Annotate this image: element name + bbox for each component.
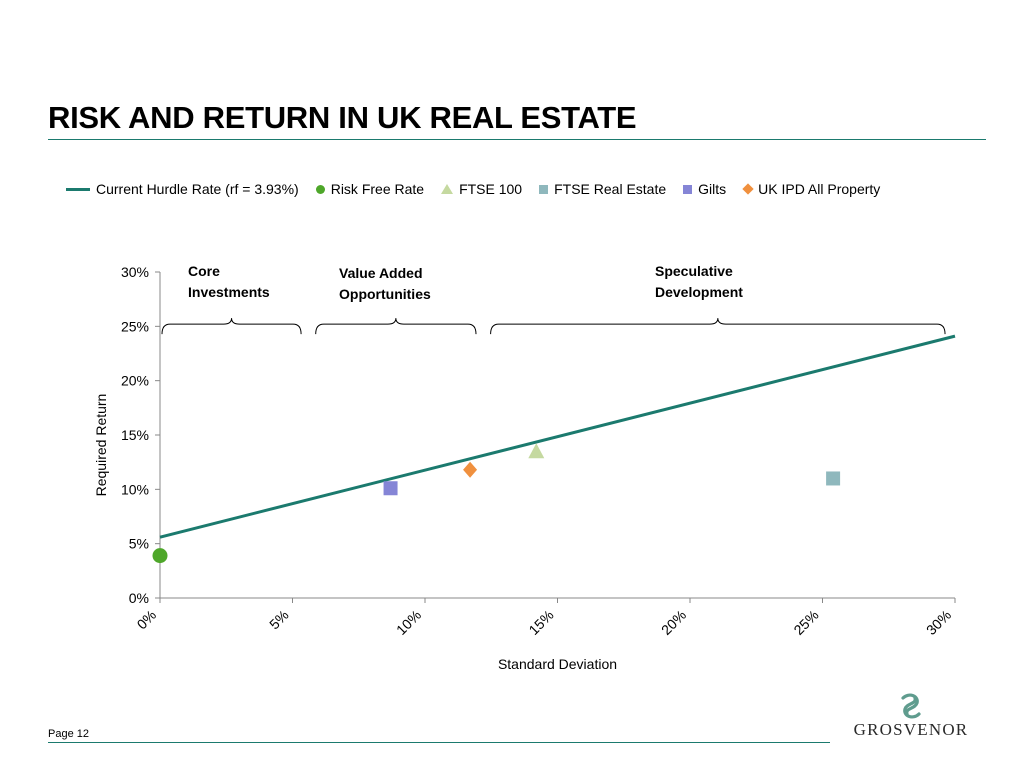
y-tick-label: 10% <box>121 481 149 497</box>
uk-ipd-point <box>463 461 478 478</box>
y-axis-title: Required Return <box>93 394 109 497</box>
legend-label: Gilts <box>698 181 727 197</box>
chart-legend: Current Hurdle Rate (rf = 3.93%) Risk Fr… <box>66 179 880 199</box>
logo-wordmark: GROSVENOR <box>853 720 969 739</box>
risk-return-chart: 0% 5% 10% 15% 20% 25% 30% 0% 5% 10% 15% 20% 25% 30% St… <box>93 263 956 672</box>
legend-square-marker <box>539 184 549 194</box>
legend-item-ftse-real-estate: FTSE Real Estate <box>539 181 666 197</box>
legend-label: UK IPD All Property <box>758 181 881 197</box>
annotation-brace <box>490 318 946 335</box>
x-tick-label: 0% <box>133 607 159 633</box>
legend-label: FTSE 100 <box>459 181 523 197</box>
knot-logo-icon <box>901 693 921 719</box>
company-logo: GROSVENOR <box>848 692 974 742</box>
title-divider <box>48 139 986 140</box>
legend-label: Current Hurdle Rate (rf = 3.93%) <box>96 181 299 197</box>
x-axis-title: Standard Deviation <box>498 656 617 672</box>
ftse-100-point <box>528 443 545 459</box>
footer-divider <box>48 742 830 743</box>
annotation-label: Core <box>188 263 220 279</box>
legend-square-marker <box>683 184 693 194</box>
annotation-label: Development <box>655 284 743 300</box>
page-number: Page 12 <box>48 728 89 740</box>
legend-item-ftse-100: FTSE 100 <box>441 181 522 197</box>
legend-item-hurdle-rate: Current Hurdle Rate (rf = 3.93%) <box>66 181 299 197</box>
annotation-label: Speculative <box>655 263 733 279</box>
y-tick-label: 5% <box>129 536 149 552</box>
y-tick-label: 15% <box>121 427 149 443</box>
legend-item-uk-ipd: UK IPD All Property <box>742 181 881 197</box>
y-tick-label: 30% <box>121 264 149 280</box>
ftse-real-estate-point <box>826 471 841 486</box>
gilts-point <box>383 481 398 496</box>
annotation-label: Opportunities <box>339 286 431 302</box>
legend-item-gilts: Gilts <box>683 181 726 197</box>
legend-label: Risk Free Rate <box>330 181 425 197</box>
x-tick-label: 15% <box>525 607 556 638</box>
annotation-brace <box>315 318 477 335</box>
annotation-label: Investments <box>188 284 270 300</box>
page-title: RISK AND RETURN IN UK REAL ESTATE <box>48 100 637 135</box>
hurdle-rate-line <box>159 334 956 539</box>
x-tick-label: 20% <box>658 607 689 638</box>
x-tick-label: 5% <box>266 607 292 633</box>
legend-item-risk-free-rate: Risk Free Rate <box>315 181 425 197</box>
legend-triangle-marker <box>441 184 454 194</box>
y-tick-label: 25% <box>121 318 149 334</box>
x-tick-label: 10% <box>393 607 424 638</box>
y-tick-label: 0% <box>129 590 149 606</box>
risk-free-rate-point <box>152 548 168 564</box>
y-tick-label: 20% <box>121 373 149 389</box>
annotation-label: Value Added <box>339 265 423 281</box>
legend-line-marker <box>66 187 90 191</box>
annotation-brace <box>161 318 302 335</box>
x-tick-label: 25% <box>790 607 821 638</box>
legend-circle-marker <box>315 184 325 194</box>
x-tick-label: 30% <box>923 607 954 638</box>
legend-label: FTSE Real Estate <box>554 181 667 197</box>
